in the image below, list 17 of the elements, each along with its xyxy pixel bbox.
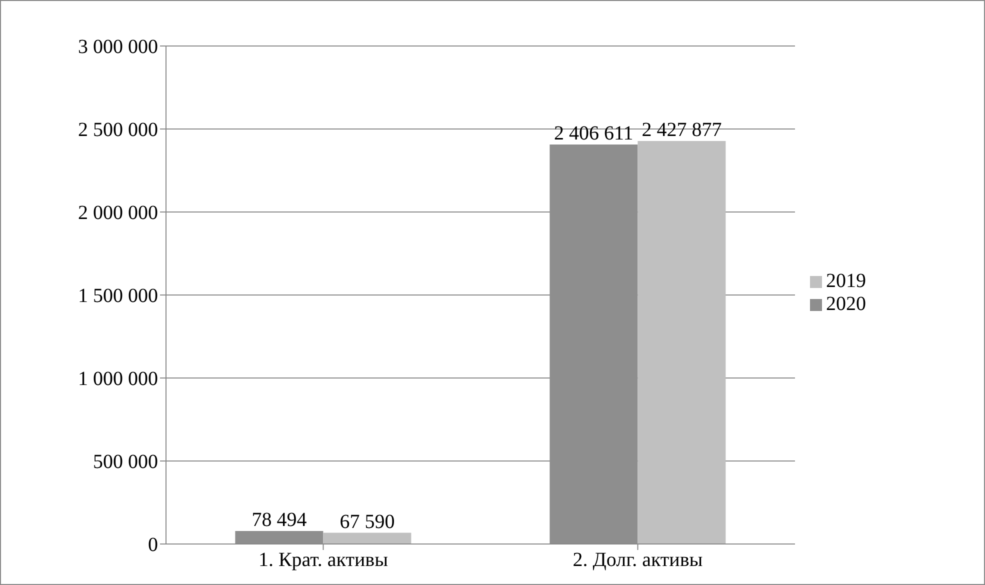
y-tick-label: 0 xyxy=(148,534,158,556)
data-label: 67 590 xyxy=(340,510,395,533)
bar xyxy=(638,140,726,544)
legend-label: 2020 xyxy=(826,292,866,314)
y-tick-label: 500 000 xyxy=(93,451,158,474)
data-label: 2 406 611 xyxy=(554,122,634,145)
data-label: 78 494 xyxy=(252,508,307,531)
data-label: 2 427 877 xyxy=(642,118,722,141)
x-tick-label: 1. Крат. активы xyxy=(258,549,388,572)
y-tick-label: 1 500 000 xyxy=(78,285,158,308)
legend-label: 2019 xyxy=(826,270,866,292)
y-tick-label: 2 500 000 xyxy=(78,119,158,142)
y-tick-label: 1 000 000 xyxy=(78,368,158,390)
y-tick-label: 2 000 000 xyxy=(78,202,158,224)
x-tick-label: 2. Долг. активы xyxy=(572,549,703,572)
bar xyxy=(323,532,412,544)
y-tick-label: 3 000 000 xyxy=(78,36,158,58)
